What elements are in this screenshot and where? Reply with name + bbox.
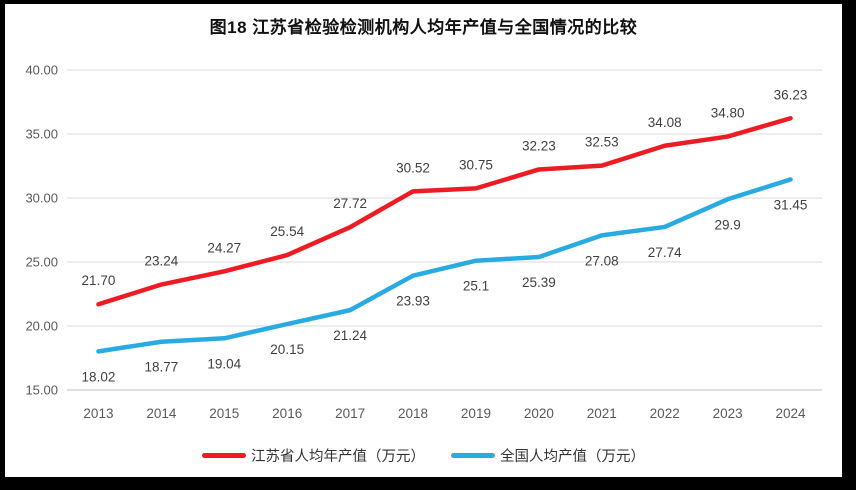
legend-item-national: 全国人均产值（万元） [451, 445, 645, 466]
chart-title: 图18 江苏省检验检测机构人均年产值与全国情况的比较 [209, 18, 638, 37]
data-label: 30.52 [396, 160, 430, 175]
y-axis-tick-label: 30.00 [25, 191, 58, 206]
legend: 江苏省人均年产值（万元） 全国人均产值（万元） [5, 445, 842, 466]
x-axis-category-label: 2022 [650, 406, 680, 421]
y-axis-tick-label: 40.00 [25, 63, 58, 78]
series-line [96, 116, 793, 307]
y-axis-tick-label: 25.00 [25, 255, 58, 270]
x-axis-category-label: 2024 [776, 406, 807, 421]
data-label: 21.24 [333, 328, 367, 343]
x-axis-category-label: 2015 [209, 406, 239, 421]
data-label: 27.08 [585, 253, 619, 268]
x-axis-category-label: 2019 [461, 406, 491, 421]
data-label: 32.53 [585, 135, 619, 150]
data-label: 32.23 [522, 138, 556, 153]
data-label: 19.04 [207, 356, 241, 371]
data-label: 24.27 [207, 240, 241, 255]
national-line-swatch [451, 453, 495, 458]
x-axis-category-label: 2020 [524, 406, 554, 421]
x-axis-category-label: 2018 [398, 406, 428, 421]
data-label: 36.23 [774, 87, 808, 102]
data-label: 29.9 [714, 217, 740, 232]
data-label: 23.93 [396, 294, 430, 309]
x-axis-category-label: 2013 [83, 406, 113, 421]
y-axis-tick-label: 15.00 [25, 383, 58, 398]
series-line [96, 177, 793, 354]
x-axis-category-label: 2023 [713, 406, 743, 421]
data-label: 25.39 [522, 275, 556, 290]
data-label: 34.08 [648, 115, 682, 130]
data-label: 31.45 [774, 197, 808, 212]
legend-item-jiangsu: 江苏省人均年产值（万元） [202, 445, 425, 466]
data-label: 30.75 [459, 157, 493, 172]
chart-figure: 图18 江苏省检验检测机构人均年产值与全国情况的比较 15.00 20.00 25.… [5, 4, 842, 477]
data-label: 23.24 [144, 254, 178, 269]
jiangsu-line-swatch [202, 453, 246, 458]
x-axis-category-label: 2016 [272, 406, 302, 421]
data-label: 25.54 [270, 224, 304, 239]
y-axis-tick-label: 35.00 [25, 127, 58, 142]
x-axis-category-label: 2017 [335, 406, 365, 421]
data-label: 27.74 [648, 245, 682, 260]
x-axis-category-label: 2021 [587, 406, 617, 421]
data-label: 20.15 [270, 342, 304, 357]
data-label: 21.70 [82, 273, 116, 288]
data-label: 25.1 [463, 279, 489, 294]
data-label: 27.72 [333, 196, 367, 211]
data-label: 18.77 [144, 360, 178, 375]
data-label: 34.80 [711, 106, 745, 121]
legend-label-national: 全国人均产值（万元） [500, 449, 645, 465]
y-axis-tick-label: 20.00 [25, 319, 58, 334]
line-chart: 15.00 20.00 25.00 30.00 35.00 40.00 2013 2014 20… [25, 63, 822, 421]
legend-label-jiangsu: 江苏省人均年产值（万元） [251, 449, 425, 465]
x-axis-category-label: 2014 [146, 406, 177, 421]
data-label: 18.02 [82, 369, 116, 384]
